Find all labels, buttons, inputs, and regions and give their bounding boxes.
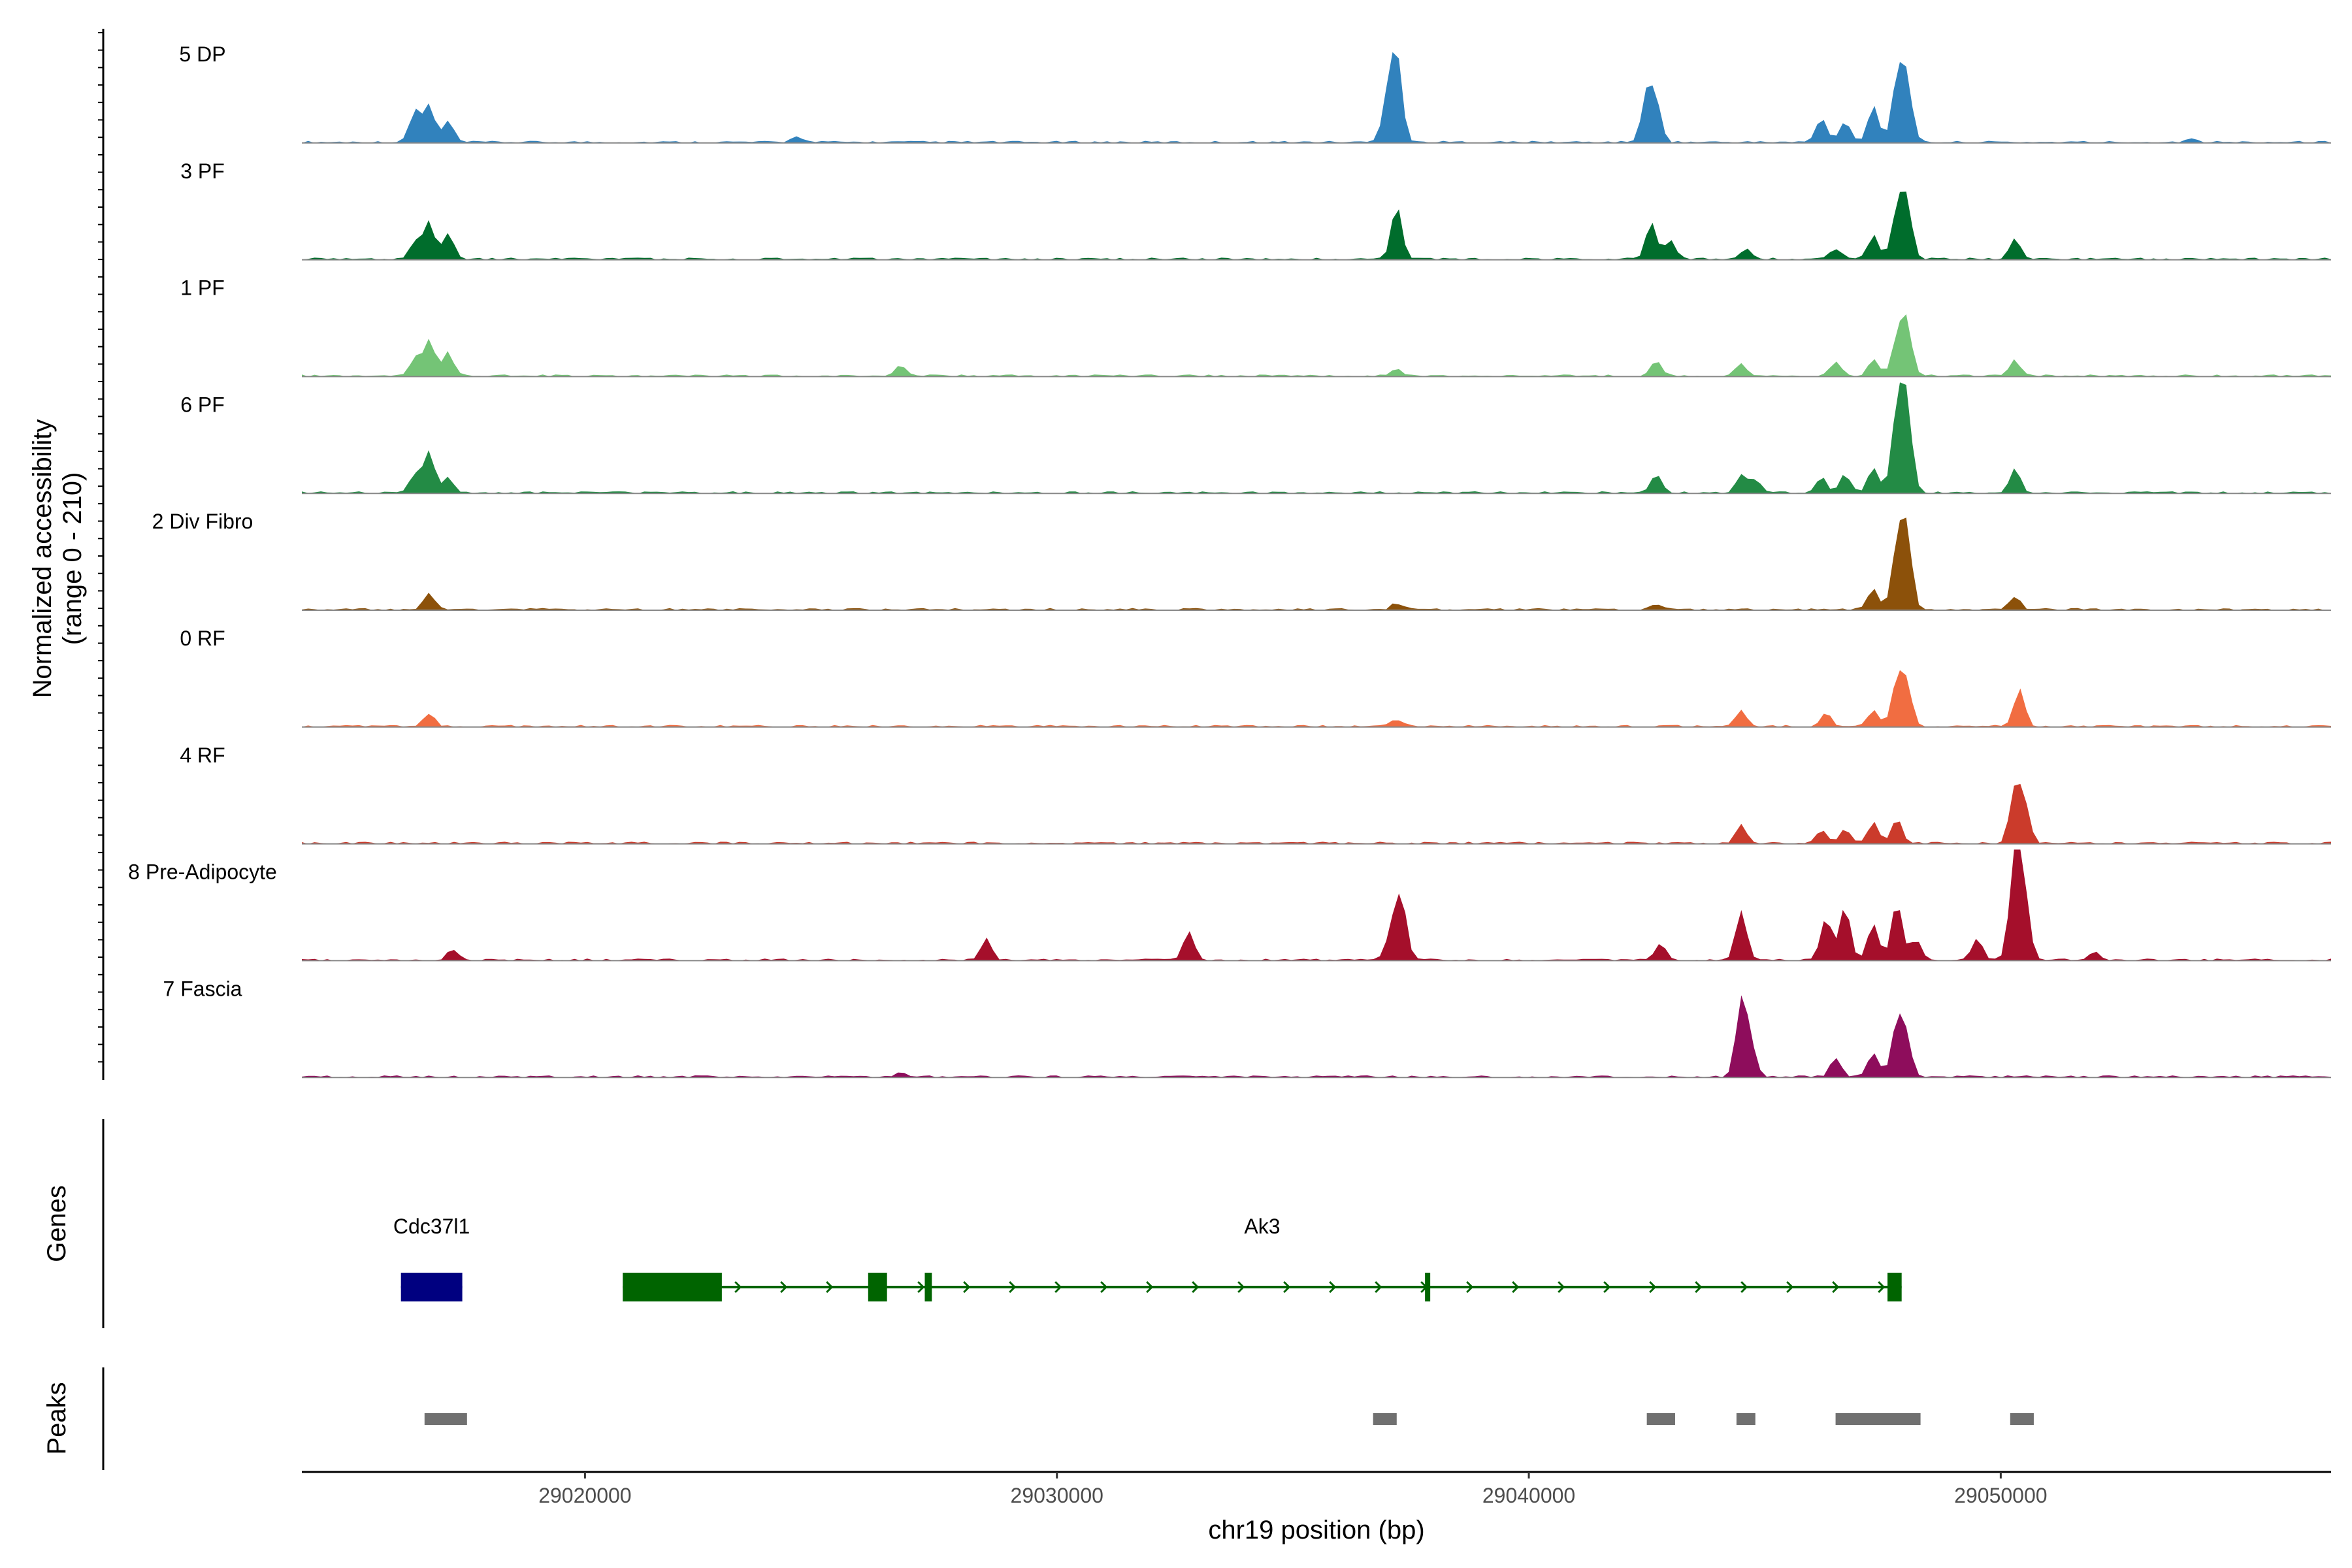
strand-arrow [1466, 1281, 1474, 1294]
track-label: 6 PF [180, 393, 225, 416]
track-label: 3 PF [180, 159, 225, 183]
track-label: 5 DP [179, 42, 225, 66]
peak-region [2010, 1413, 2034, 1425]
exon [1887, 1273, 1902, 1301]
track-1-pf: 1 PF [180, 276, 2331, 378]
gene-cdc37l1: Cdc37l1 [393, 1215, 470, 1301]
exon [400, 1273, 463, 1301]
genes-track-label: Genes [42, 1185, 71, 1262]
track-3-pf: 3 PF [180, 159, 2331, 261]
track-label: 1 PF [180, 276, 225, 300]
strand-arrow [1558, 1281, 1565, 1294]
track-2-div-fibro: 2 Div Fibro [152, 510, 2331, 611]
track-label: 0 RF [180, 627, 225, 650]
coverage-area [302, 849, 2331, 961]
peaks-track-label: Peaks [42, 1382, 71, 1454]
coverage-area [302, 191, 2331, 260]
track-7-fascia: 7 Fascia [163, 977, 2331, 1079]
strand-arrow [1009, 1281, 1017, 1294]
track-0-rf: 0 RF [180, 627, 2331, 728]
strand-arrow [1832, 1281, 1840, 1294]
coverage-y-axis [98, 29, 105, 1080]
x-axis-title: chr19 position (bp) [1208, 1516, 1424, 1544]
x-tick-label: 29040000 [1482, 1484, 1575, 1507]
track-8-pre-adipocyte: 8 Pre-Adipocyte [128, 849, 2331, 962]
strand-arrow [1695, 1281, 1703, 1294]
strand-arrow [1878, 1281, 1886, 1294]
track-5-dp: 5 DP [179, 42, 2331, 144]
exon [1425, 1273, 1431, 1301]
strand-arrow [1375, 1281, 1382, 1294]
track-label: 8 Pre-Adipocyte [128, 860, 277, 884]
coverage-area [302, 995, 2331, 1078]
strand-arrow [1054, 1281, 1062, 1294]
exon [924, 1273, 932, 1301]
coverage-tracks: 5 DP 3 PF 1 PF 6 PF 2 Div Fibro 0 RF 4 RF 8 Pre… [128, 42, 2331, 1079]
track-label: 2 Div Fibro [152, 510, 253, 533]
track-label: 4 RF [180, 743, 225, 767]
y-axis-title: Normalized accessibility [28, 419, 57, 698]
coverage-area [302, 517, 2331, 610]
peak-track [424, 1413, 2034, 1425]
peak-region [424, 1413, 467, 1425]
track-4-rf: 4 RF [180, 743, 2331, 845]
track-label: 7 Fascia [163, 977, 242, 1000]
x-axis: 29020000 29030000 29040000 29050000 [302, 1471, 2331, 1507]
x-tick-label: 29020000 [538, 1484, 631, 1507]
coverage-area [302, 382, 2331, 494]
strand-arrow [1512, 1281, 1520, 1294]
strand-arrow [1786, 1281, 1794, 1294]
gene-name: Cdc37l1 [393, 1215, 470, 1238]
strand-arrow [1649, 1281, 1657, 1294]
strand-arrow [917, 1281, 925, 1294]
exon [868, 1273, 887, 1301]
peak-region [1835, 1413, 1921, 1425]
exon [623, 1273, 722, 1301]
strand-arrow [1283, 1281, 1291, 1294]
coverage-area [302, 783, 2331, 844]
gene-track: Cdc37l1 Ak3 [393, 1215, 1902, 1301]
strand-arrow [1740, 1281, 1748, 1294]
gene-ak3: Ak3 [623, 1215, 1902, 1301]
gene-name: Ak3 [1244, 1215, 1280, 1238]
strand-arrow [1329, 1281, 1337, 1294]
x-tick-label: 29050000 [1954, 1484, 2047, 1507]
y-axis-range: (range 0 - 210) [58, 472, 87, 645]
peak-region [1373, 1413, 1397, 1425]
strand-arrow [1603, 1281, 1611, 1294]
strand-arrow [1237, 1281, 1245, 1294]
strand-arrow [1100, 1281, 1108, 1294]
peak-region [1646, 1413, 1675, 1425]
strand-arrow [963, 1281, 971, 1294]
strand-arrow [734, 1281, 742, 1294]
coverage-area [302, 670, 2331, 727]
strand-arrow [1146, 1281, 1154, 1294]
x-tick-label: 29030000 [1011, 1484, 1103, 1507]
strand-arrow [780, 1281, 788, 1294]
strand-arrow [826, 1281, 834, 1294]
track-6-pf: 6 PF [180, 382, 2331, 495]
peak-region [1736, 1413, 1756, 1425]
coverage-area [302, 314, 2331, 377]
coverage-area [302, 52, 2331, 143]
strand-arrow [1192, 1281, 1200, 1294]
